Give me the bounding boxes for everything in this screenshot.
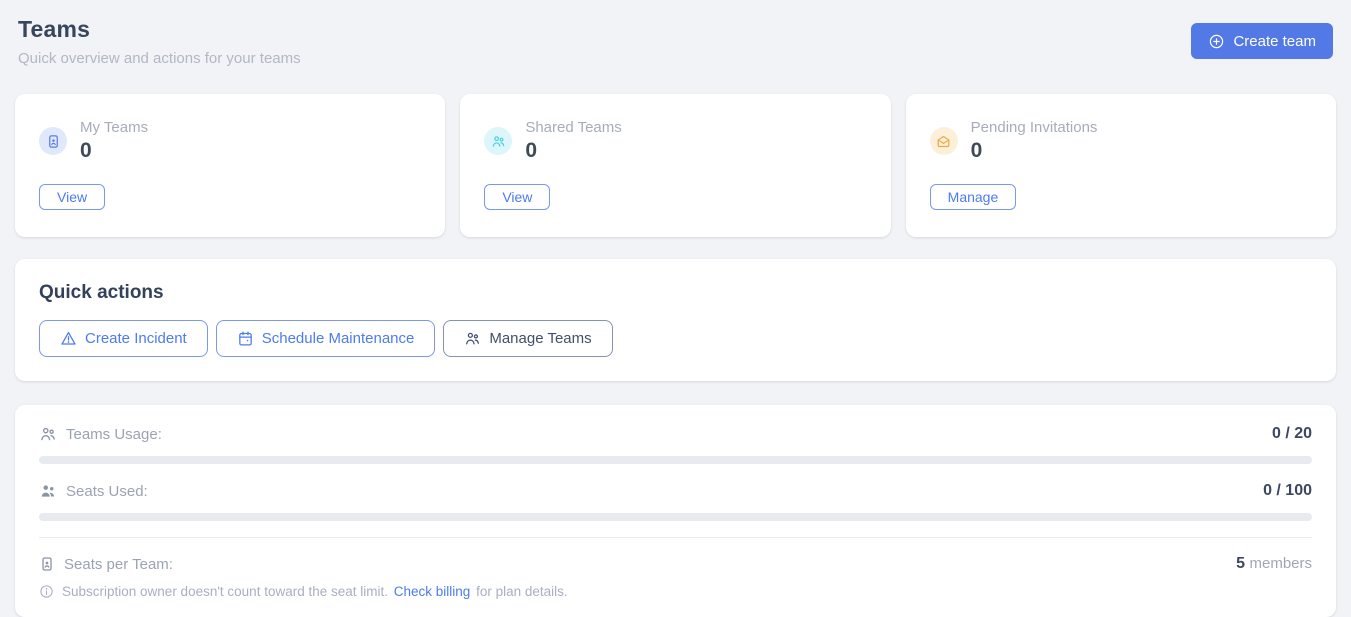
stat-label: Shared Teams bbox=[525, 119, 622, 136]
seats-per-team-left: Seats per Team: bbox=[39, 556, 173, 573]
schedule-maintenance-label: Schedule Maintenance bbox=[261, 330, 415, 347]
create-team-label: Create team bbox=[1233, 32, 1316, 50]
note-text: Subscription owner doesn't count toward … bbox=[62, 584, 568, 599]
mail-open-icon bbox=[929, 127, 958, 155]
id-badge-icon bbox=[39, 556, 55, 572]
seats-per-team-value: 5 members bbox=[1236, 555, 1312, 573]
teams-usage-label: Teams Usage: bbox=[66, 425, 162, 443]
card-text: My Teams 0 bbox=[80, 119, 148, 163]
seats-per-team-suffix: members bbox=[1249, 555, 1312, 572]
card-top: My Teams 0 bbox=[39, 119, 421, 163]
manage-teams-label: Manage Teams bbox=[489, 330, 592, 347]
teams-usage-progress-bar bbox=[39, 456, 1312, 464]
teams-usage-value: 0 / 20 bbox=[1271, 425, 1312, 442]
seats-per-team-row: Seats per Team: 5 members bbox=[39, 555, 1312, 573]
pending-invitations-card: Pending Invitations 0 Manage bbox=[905, 94, 1336, 237]
create-incident-button[interactable]: Create Incident bbox=[39, 320, 208, 357]
create-incident-label: Create Incident bbox=[85, 330, 187, 347]
quick-actions-buttons: Create Incident Schedule Maintenance bbox=[39, 320, 1312, 357]
quick-actions-panel: Quick actions Create Incident bbox=[15, 259, 1336, 381]
info-circle-icon bbox=[39, 584, 54, 599]
seats-used-value: 0 / 100 bbox=[1263, 482, 1312, 499]
check-billing-link[interactable]: Check billing bbox=[393, 584, 471, 599]
manage-teams-button[interactable]: Manage Teams bbox=[443, 320, 613, 357]
my-teams-card: My Teams 0 View bbox=[15, 94, 446, 237]
page-title: Teams bbox=[18, 16, 91, 42]
stat-value: 0 bbox=[80, 139, 92, 162]
create-team-button[interactable]: Create team bbox=[1191, 23, 1333, 59]
users-icon bbox=[484, 127, 513, 155]
seats-per-team-label: Seats per Team: bbox=[64, 555, 173, 573]
view-my-teams-button[interactable]: View bbox=[39, 184, 106, 210]
note-suffix: for plan details. bbox=[476, 584, 568, 599]
seats-used-progress-bar bbox=[39, 513, 1312, 521]
page-subtitle: Quick overview and actions for your team… bbox=[18, 50, 301, 67]
card-text: Shared Teams 0 bbox=[525, 119, 621, 163]
stat-value: 0 bbox=[525, 139, 538, 162]
users-filled-icon bbox=[39, 482, 57, 500]
schedule-maintenance-button[interactable]: Schedule Maintenance bbox=[215, 320, 436, 357]
seats-used-label: Seats Used: bbox=[66, 482, 148, 500]
card-text: Pending Invitations 0 bbox=[971, 119, 1098, 163]
stat-label: Pending Invitations bbox=[970, 119, 1098, 136]
usage-divider bbox=[39, 537, 1312, 538]
warning-triangle-icon bbox=[60, 330, 77, 347]
manage-invitations-button[interactable]: Manage bbox=[929, 184, 1017, 210]
card-top: Pending Invitations 0 bbox=[929, 119, 1312, 163]
usage-panel: Teams Usage: 0 / 20 Seats Used: 0 / 100 bbox=[15, 405, 1336, 617]
seats-per-team-number: 5 bbox=[1236, 555, 1246, 572]
quick-actions-heading: Quick actions bbox=[39, 282, 164, 303]
note-prefix: Subscription owner doesn't count toward … bbox=[62, 584, 388, 599]
calendar-icon bbox=[237, 330, 254, 347]
seats-used-row: Seats Used: 0 / 100 bbox=[39, 482, 1312, 500]
card-top: Shared Teams 0 bbox=[484, 119, 866, 163]
stat-cards-row: My Teams 0 View Shared Teams bbox=[15, 94, 1336, 237]
seat-limit-note: Subscription owner doesn't count toward … bbox=[39, 584, 1312, 599]
page-header: Teams Quick overview and actions for you… bbox=[15, 16, 1336, 67]
circle-plus-icon bbox=[1208, 33, 1225, 50]
teams-usage-left: Teams Usage: bbox=[39, 425, 162, 443]
page-header-text: Teams Quick overview and actions for you… bbox=[18, 16, 301, 67]
stat-value: 0 bbox=[970, 139, 983, 162]
view-shared-teams-button[interactable]: View bbox=[484, 184, 551, 210]
teams-usage-row: Teams Usage: 0 / 20 bbox=[39, 425, 1312, 443]
users-outline-icon bbox=[39, 425, 57, 443]
stat-label: My Teams bbox=[80, 119, 149, 136]
users-icon bbox=[464, 330, 481, 347]
shared-teams-card: Shared Teams 0 View bbox=[460, 94, 891, 237]
id-badge-icon bbox=[39, 127, 67, 155]
seats-used-left: Seats Used: bbox=[39, 482, 148, 500]
